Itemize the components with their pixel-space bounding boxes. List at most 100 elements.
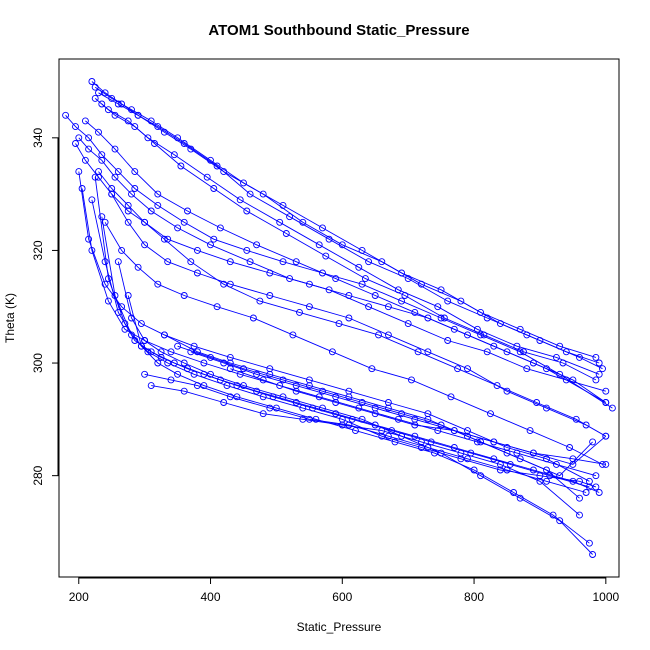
data-point [256, 297, 264, 305]
data-point [154, 201, 162, 209]
data-point [170, 151, 178, 159]
data-point [98, 151, 106, 159]
data-point [319, 224, 326, 232]
series-line [94, 98, 600, 375]
data-point [286, 213, 294, 221]
y-tick-label: 280 [31, 465, 45, 485]
data-point [141, 370, 149, 378]
data-point [576, 494, 583, 502]
data-point [543, 404, 550, 412]
data-point [371, 421, 379, 429]
data-point [114, 308, 122, 316]
data-point [556, 370, 564, 378]
data-point [85, 235, 93, 243]
data-point [516, 455, 524, 463]
data-point [289, 331, 297, 339]
data-point [213, 303, 221, 311]
data-point [487, 410, 494, 418]
data-point [276, 382, 284, 390]
data-point [312, 415, 320, 423]
data-point [114, 258, 122, 266]
data-point [243, 246, 251, 254]
data-point [411, 421, 419, 429]
data-point [305, 303, 313, 311]
data-point [556, 472, 564, 480]
data-point [154, 280, 162, 288]
data-point [299, 404, 307, 412]
data-point [200, 382, 208, 390]
data-point [464, 432, 471, 440]
data-point [398, 297, 406, 305]
data-point [358, 415, 366, 423]
data-point [236, 196, 244, 204]
data-point [490, 438, 498, 446]
data-point [128, 331, 135, 339]
data-point [75, 168, 83, 176]
data-point [434, 427, 442, 435]
data-point [134, 263, 142, 271]
data-point [144, 134, 152, 142]
data-point [352, 427, 359, 435]
data-point [602, 432, 610, 440]
series-line [94, 177, 600, 493]
data-point [91, 83, 99, 91]
data-point [365, 258, 373, 266]
x-axis: 200 400 600 800 1000 [69, 577, 619, 604]
data-point [124, 201, 132, 209]
data-point [131, 123, 139, 131]
data-point [503, 387, 511, 395]
data-point [266, 269, 274, 277]
data-point [450, 325, 458, 333]
data-point [180, 292, 188, 299]
data-point [292, 258, 300, 266]
data-point [417, 280, 425, 288]
data-point [371, 292, 379, 299]
data-point [88, 246, 96, 254]
data-point [226, 258, 234, 266]
data-point [375, 331, 382, 339]
data-point [345, 314, 353, 322]
data-point [490, 342, 498, 350]
data-point [203, 173, 211, 181]
data-point [582, 489, 590, 496]
data-point [147, 207, 155, 215]
data-point [319, 269, 326, 277]
data-point [477, 331, 485, 339]
data-point [131, 185, 139, 192]
data-point [424, 415, 432, 423]
series-13 [75, 168, 593, 485]
data-point [220, 280, 228, 288]
data-point [424, 444, 432, 451]
data-point [536, 477, 544, 485]
data-point [91, 173, 99, 181]
data-point [154, 190, 162, 198]
data-point [566, 444, 574, 451]
data-point [384, 404, 392, 412]
data-point [246, 258, 254, 266]
data-point [154, 359, 162, 367]
data-point [160, 128, 168, 136]
data-point [602, 460, 610, 468]
data-point [114, 100, 122, 108]
plot-frame [58, 58, 620, 578]
data-point [160, 331, 168, 339]
data-point [602, 399, 610, 406]
data-point [85, 145, 93, 153]
data-point [216, 224, 224, 232]
data-point [180, 140, 188, 147]
data-point [184, 207, 191, 215]
data-point [523, 365, 531, 373]
data-point [576, 511, 583, 519]
data-point [556, 517, 564, 525]
series-line [117, 261, 593, 555]
data-point [569, 455, 577, 463]
data-point [483, 348, 491, 356]
data-point [543, 466, 550, 474]
data-point [279, 258, 287, 266]
data-point [167, 348, 175, 356]
data-point [272, 404, 280, 412]
data-point [345, 292, 353, 299]
data-point [503, 449, 511, 457]
data-point [582, 421, 590, 429]
series-line [65, 115, 613, 409]
